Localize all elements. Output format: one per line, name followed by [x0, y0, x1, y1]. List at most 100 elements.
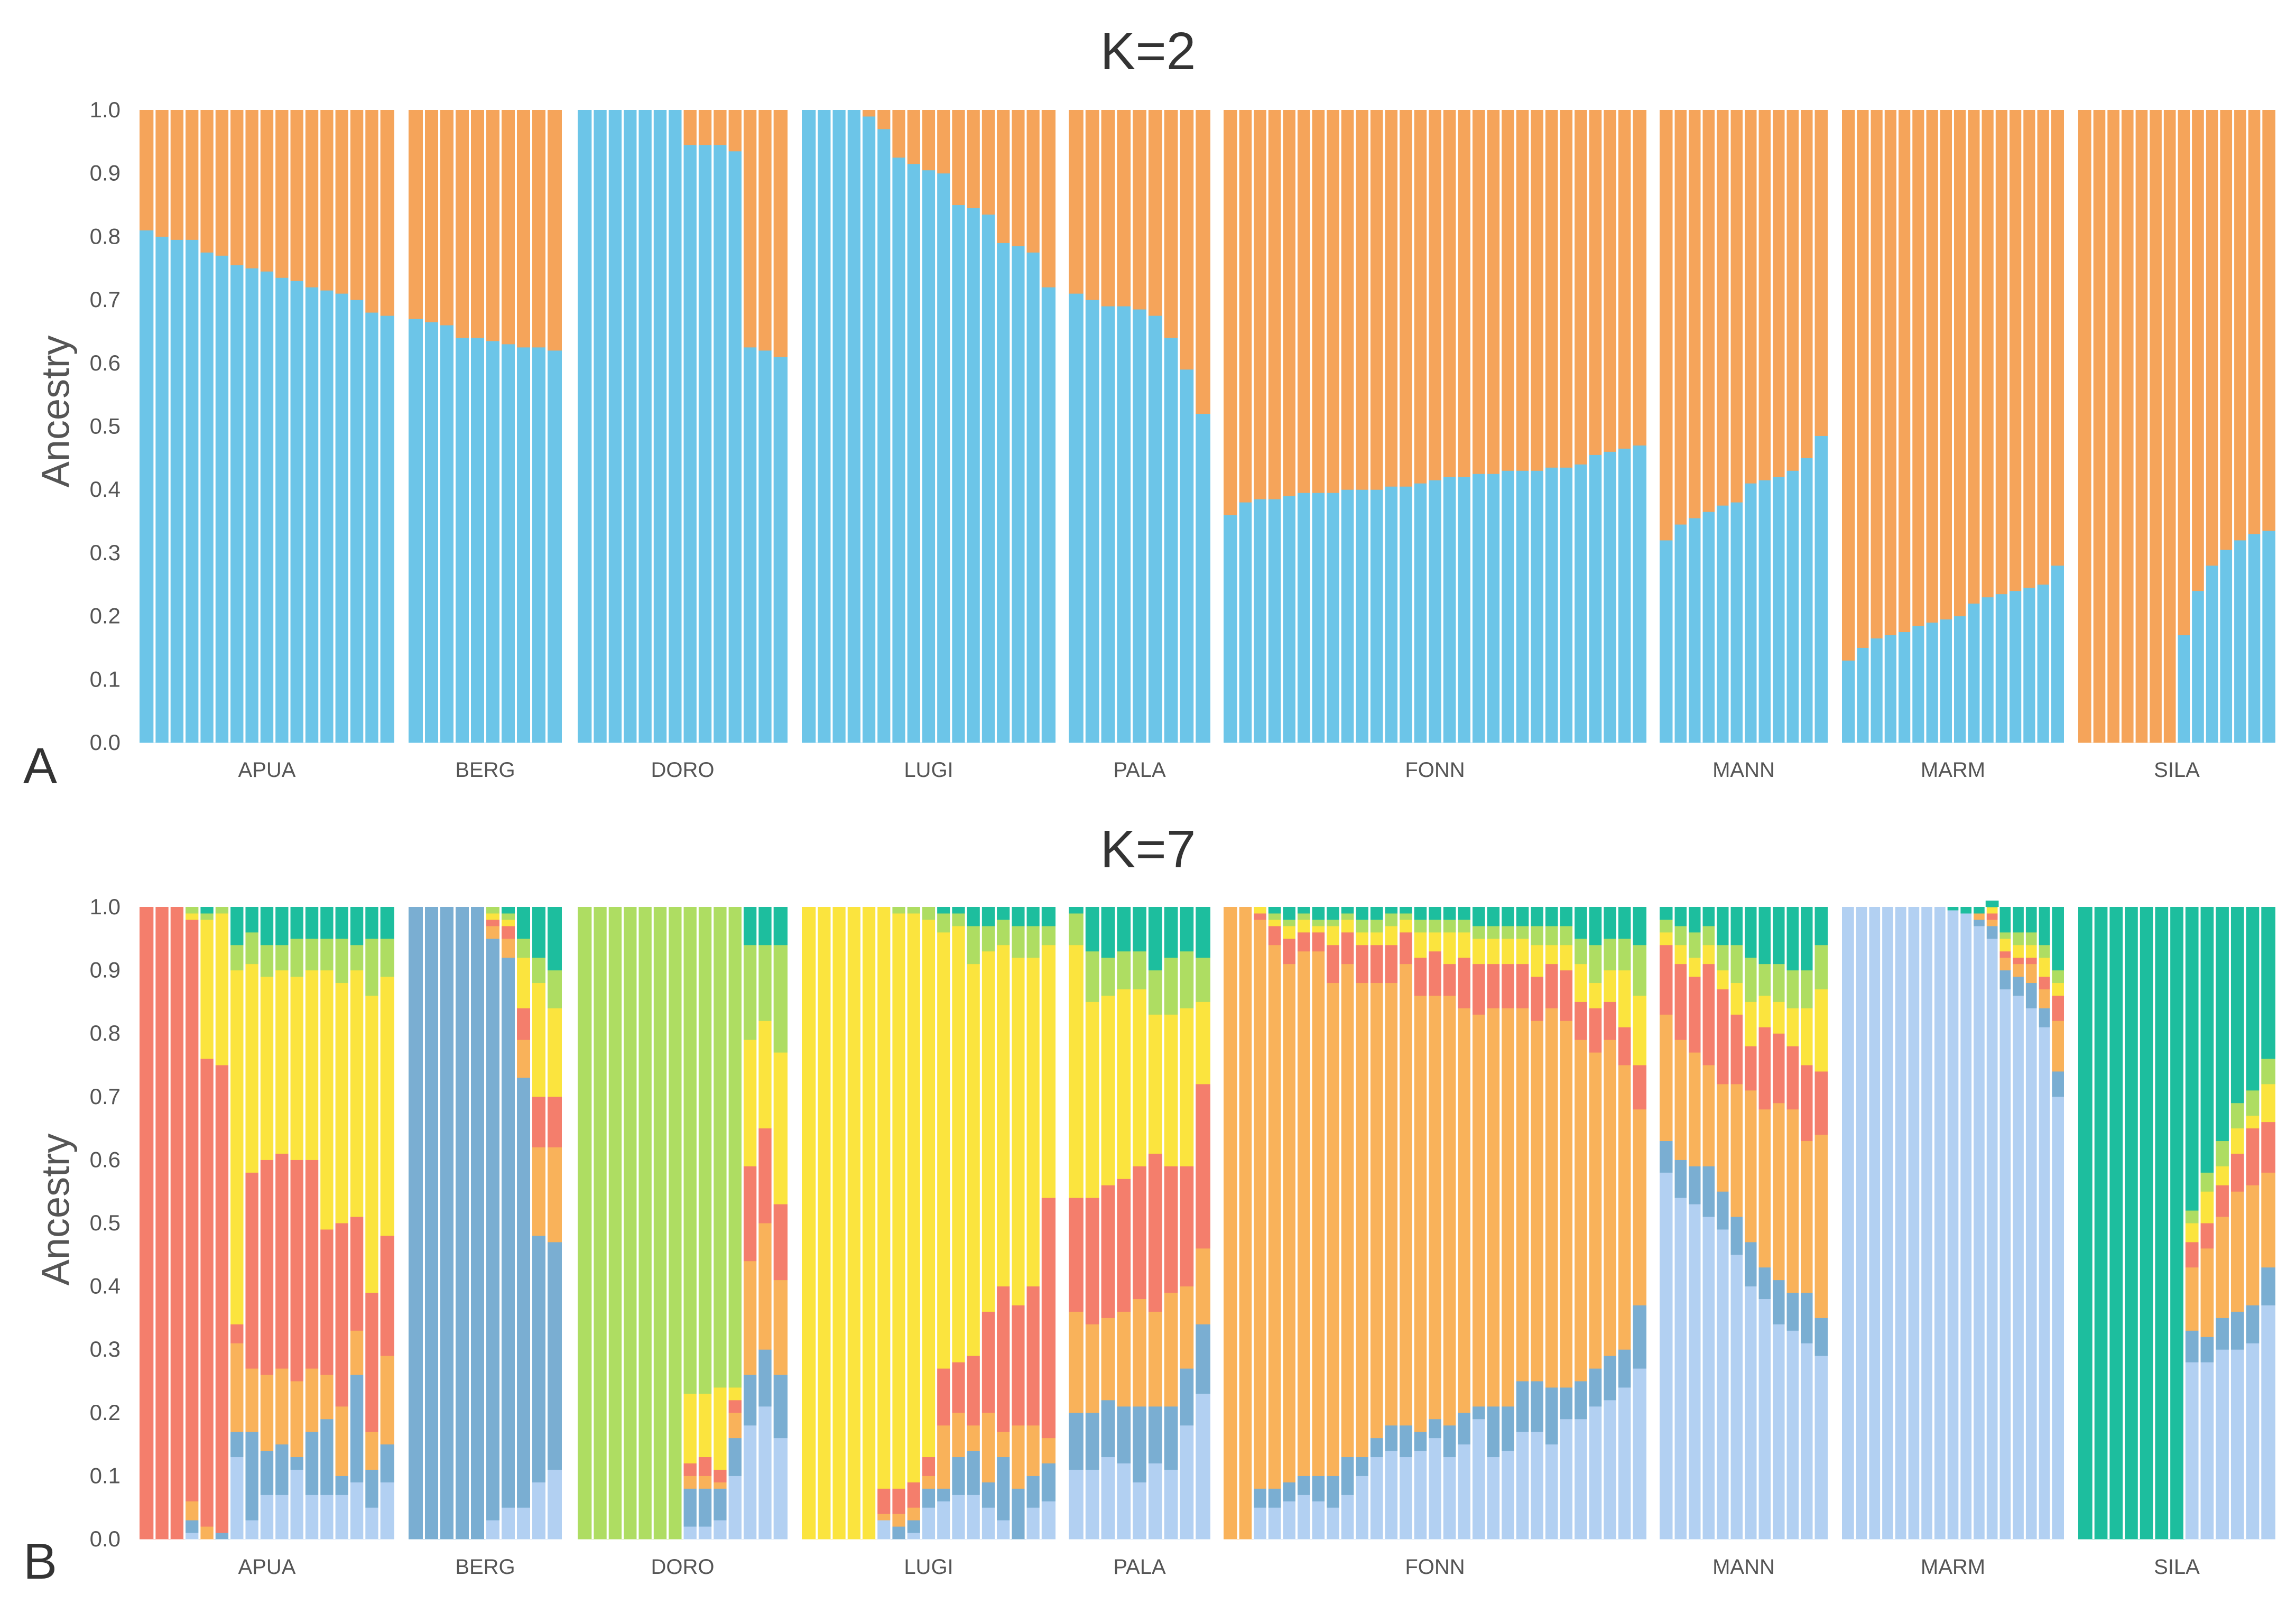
bar-segment [1179, 1166, 1195, 1287]
bar-segment [996, 1286, 1011, 1432]
bar-segment [996, 1520, 1011, 1540]
bar-segment [1573, 1040, 1588, 1382]
bar-segment [1399, 932, 1413, 965]
bar-segment [2260, 1305, 2275, 1540]
bar-segment [1559, 467, 1574, 743]
bar-segment [2106, 110, 2121, 743]
bar-segment [1355, 489, 1369, 743]
bar-segment [334, 293, 349, 743]
bar-segment [547, 350, 562, 743]
bar-segment [2199, 1337, 2215, 1362]
bar-segment [1772, 477, 1786, 743]
bar-segment [1772, 907, 1786, 965]
bar-segment [1701, 512, 1716, 743]
bar-segment [1100, 1185, 1116, 1318]
bar-segment [1340, 1495, 1355, 1540]
bar-segment [1772, 1033, 1786, 1104]
bar-segment [906, 1520, 921, 1533]
bar-segment [1486, 1457, 1501, 1540]
bar-segment [1311, 907, 1326, 920]
bar-segment [1132, 989, 1147, 1166]
bar-segment [682, 110, 698, 145]
bar-segment [409, 907, 424, 1540]
bar-segment [1800, 1343, 1814, 1540]
bar-segment [921, 170, 937, 743]
bar-segment [1025, 110, 1041, 253]
bar-segment [1084, 110, 1100, 300]
bar-segment [2138, 907, 2154, 1540]
bar-segment [501, 913, 516, 920]
bar-segment [229, 970, 245, 1324]
bar-segment [757, 907, 773, 945]
bar-segment [1559, 1387, 1574, 1420]
bar-segment [1897, 110, 1912, 633]
bar-segment [199, 1059, 215, 1527]
bar-segment [1757, 1109, 1772, 1268]
bar-segment [1311, 925, 1326, 933]
bar-segment [637, 110, 653, 743]
bar-segment [951, 110, 966, 206]
bar-segment [274, 1368, 290, 1445]
bar-segment [304, 287, 320, 743]
bar-segment [1813, 944, 1828, 989]
bar-segment [1100, 1318, 1116, 1401]
bar-segment [2092, 110, 2107, 743]
bar-segment [876, 128, 892, 743]
bar-segment [1163, 1014, 1179, 1166]
bar-segment [906, 110, 921, 164]
bar-segment [1744, 1241, 1758, 1287]
bar-segment [516, 1507, 531, 1540]
bar-segment [1282, 938, 1297, 965]
bar-segment [1800, 1141, 1814, 1293]
bar-segment [531, 907, 547, 958]
bar-segment [1842, 660, 1856, 743]
bar-segment [1772, 1002, 1786, 1034]
bar-segment [184, 913, 200, 920]
bar-segment [1147, 1406, 1163, 1463]
bar-segment [727, 110, 743, 152]
bar-segment [1025, 1425, 1041, 1476]
bar-segment [304, 970, 320, 1160]
bar-segment [1632, 445, 1646, 743]
bar-segment [2229, 1128, 2245, 1154]
bar-segment [2050, 565, 2064, 743]
bar-segment [1617, 1027, 1632, 1065]
bar-segment [1163, 1469, 1179, 1540]
bar-segment [531, 957, 547, 984]
bar-segment [501, 344, 516, 743]
bar-segment [1501, 110, 1515, 471]
bar-segment [1573, 938, 1588, 965]
bar-segment [1603, 1399, 1617, 1540]
bar-segment [1785, 470, 1800, 743]
bar-segment [1729, 502, 1744, 743]
bar-segment [1084, 1324, 1100, 1413]
group-marm: MARM [1842, 901, 2064, 1579]
bar-segment [2012, 995, 2025, 1540]
bar-segment [2229, 1191, 2245, 1312]
bar-segment [1457, 1444, 1471, 1540]
bar-segment [1011, 246, 1026, 743]
bar-segment [1100, 1457, 1116, 1540]
bar-segment [531, 1482, 547, 1540]
bar-segment [1501, 925, 1515, 939]
bar-segment [2024, 1008, 2038, 1540]
bar-segment [757, 1349, 773, 1407]
bar-segment [742, 1166, 758, 1262]
bar-segment [623, 907, 638, 1540]
bar-segment [1282, 110, 1297, 496]
bar-segment [2093, 907, 2109, 1540]
bar-segment [1267, 919, 1282, 926]
bar-segment [379, 938, 394, 977]
bar-segment [1296, 907, 1311, 914]
bar-segment [1673, 110, 1688, 525]
bar-segment [1813, 1318, 1828, 1356]
bar-segment [259, 110, 275, 272]
bar-segment [2036, 584, 2050, 743]
bar-segment [1471, 938, 1486, 965]
bar-segment [2245, 1343, 2261, 1540]
bar-segment [229, 1431, 245, 1458]
bar-segment [891, 1526, 906, 1540]
bar-segment [501, 907, 516, 914]
bar-segment [1925, 110, 1939, 623]
bar-segment [2260, 1172, 2275, 1268]
